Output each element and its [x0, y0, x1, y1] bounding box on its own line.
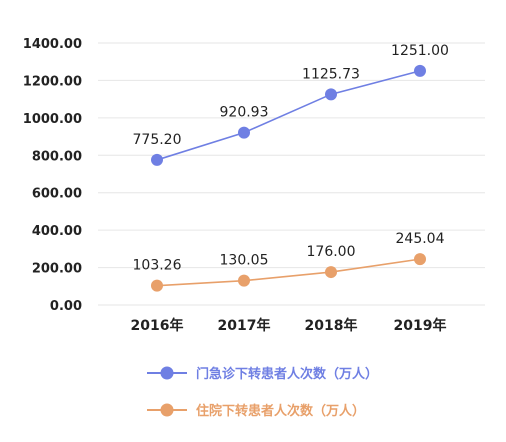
series-lines: 775.20 920.93 1125.73 1251.00 103.26 130.05 17… — [133, 43, 449, 292]
data-point — [414, 253, 426, 266]
x-axis-ticks: 2016年 2017年 2018年 2019年 — [131, 317, 447, 334]
legend: 门急诊下转患者人次数（万人） 住院下转患者人次数（万人） — [147, 366, 378, 419]
legend-marker — [160, 403, 174, 417]
data-point — [414, 64, 426, 77]
data-label: 920.93 — [220, 105, 269, 121]
legend-label: 门急诊下转患者人次数（万人） — [196, 366, 378, 382]
series-line — [156, 258, 421, 287]
data-point — [151, 153, 163, 166]
x-tick-label: 2019年 — [394, 317, 447, 334]
data-label: 775.20 — [133, 132, 182, 148]
data-label: 1125.73 — [302, 66, 360, 82]
legend-item-2[interactable]: 住院下转患者人次数（万人） — [147, 403, 365, 419]
y-tick-label: 0.00 — [50, 299, 82, 314]
series-1: 775.20 920.93 1125.73 1251.00 — [133, 43, 449, 166]
data-label: 1251.00 — [391, 43, 449, 59]
y-tick-label: 600.00 — [32, 187, 82, 202]
series-line — [156, 70, 421, 161]
y-tick-label: 1200.00 — [23, 74, 82, 89]
data-point — [238, 126, 250, 139]
x-tick-label: 2016年 — [131, 317, 184, 334]
data-point — [325, 266, 337, 279]
data-label: 130.05 — [220, 253, 269, 269]
data-point — [151, 279, 163, 292]
y-tick-label: 800.00 — [32, 149, 82, 164]
legend-label: 住院下转患者人次数（万人） — [196, 403, 365, 419]
legend-item-1[interactable]: 门急诊下转患者人次数（万人） — [147, 366, 378, 382]
legend-marker — [160, 366, 174, 380]
y-axis-ticks: 0.00 200.00 400.00 600.00 800.00 1000.00 1200.… — [23, 37, 82, 314]
data-point — [325, 88, 337, 101]
data-label: 176.00 — [307, 244, 356, 260]
data-label: 245.04 — [396, 231, 445, 247]
x-tick-label: 2017年 — [218, 317, 271, 334]
data-label: 103.26 — [133, 258, 182, 274]
y-tick-label: 400.00 — [32, 224, 82, 239]
y-tick-label: 200.00 — [32, 262, 82, 277]
gridlines — [98, 42, 485, 306]
data-point — [238, 274, 250, 287]
series-2: 103.26 130.05 176.00 245.04 — [133, 231, 445, 292]
y-tick-label: 1000.00 — [23, 112, 82, 127]
x-tick-label: 2018年 — [305, 317, 358, 334]
y-tick-label: 1400.00 — [23, 37, 82, 52]
